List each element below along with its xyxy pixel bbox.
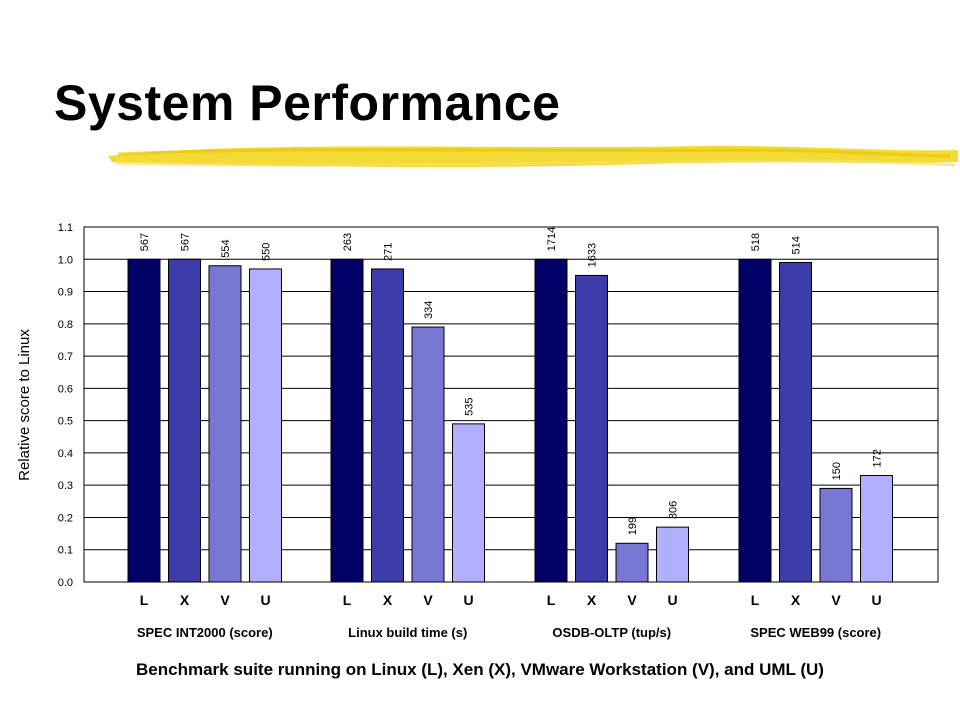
y-tick-label: 0.2 [58,512,73,524]
bar-data-label: 334 [423,301,435,319]
x-tick-label: U [260,592,270,608]
x-tick-label: L [547,592,556,608]
y-tick-label: 0.0 [58,577,73,589]
bar [127,258,161,583]
y-tick-label: 0.4 [58,448,73,460]
bar-data-label: 567 [139,233,151,251]
bar-data-label: 514 [791,236,803,254]
x-tick-label: X [791,592,801,608]
bar [371,268,404,583]
x-tick-label: U [463,592,473,608]
x-tick-label: X [180,592,190,608]
bar-data-label: 150 [831,462,843,480]
bar [738,258,772,583]
x-tick-label: X [383,592,393,608]
x-tick-label: U [667,592,677,608]
x-tick-label: V [220,592,230,608]
bar [208,265,242,583]
bar [534,258,568,583]
bar-data-label: 535 [464,398,476,416]
bar-data-label: 554 [220,239,232,257]
x-tick-label: U [871,592,881,608]
y-tick-label: 0.9 [58,287,73,299]
y-tick-label: 0.8 [58,319,73,331]
x-tick-label: V [831,592,841,608]
y-tick-label: 0.3 [58,480,73,492]
x-tick-label: X [587,592,597,608]
x-tick-label: V [423,592,433,608]
bar-data-label: 1633 [587,243,599,267]
bar [411,326,445,583]
bar-data-label: 306 [668,501,680,519]
bar [819,487,853,583]
chart-caption: Benchmark suite running on Linux (L), Xe… [136,660,824,679]
group-label: OSDB-OLTP (tup/s) [552,625,671,640]
x-tick-label: L [751,592,760,608]
bar [779,262,812,583]
group-label: Linux build time (s) [348,625,467,640]
bar [615,542,649,583]
x-tick-label: L [140,592,149,608]
bar-data-label: 172 [872,449,884,467]
bar [575,274,608,583]
bar [452,423,485,583]
x-tick-label: L [343,592,352,608]
bar [656,526,689,583]
y-tick-label: 0.6 [58,383,73,395]
y-tick-label: 1.1 [58,222,73,234]
bar-data-label: 271 [383,243,395,261]
y-tick-label: 1.0 [58,254,73,266]
bar-data-label: 550 [261,243,273,261]
bar-data-label: 199 [627,517,639,535]
bar-data-label: 567 [180,233,192,251]
y-axis-label: Relative score to Linux [16,329,33,481]
bar [168,258,201,583]
slide-title: System Performance [54,75,561,131]
y-tick-label: 0.7 [58,351,73,363]
bar [249,268,282,583]
bar [860,475,893,583]
bar-data-label: 518 [750,233,762,251]
group-label: SPEC INT2000 (score) [137,625,273,640]
bar-data-label: 263 [342,233,354,251]
y-tick-label: 0.5 [58,416,73,428]
y-tick-label: 0.1 [58,545,73,557]
group-label: SPEC WEB99 (score) [750,625,881,640]
x-tick-label: V [627,592,637,608]
bar-data-label: 1714 [546,227,558,251]
bar [330,258,364,583]
